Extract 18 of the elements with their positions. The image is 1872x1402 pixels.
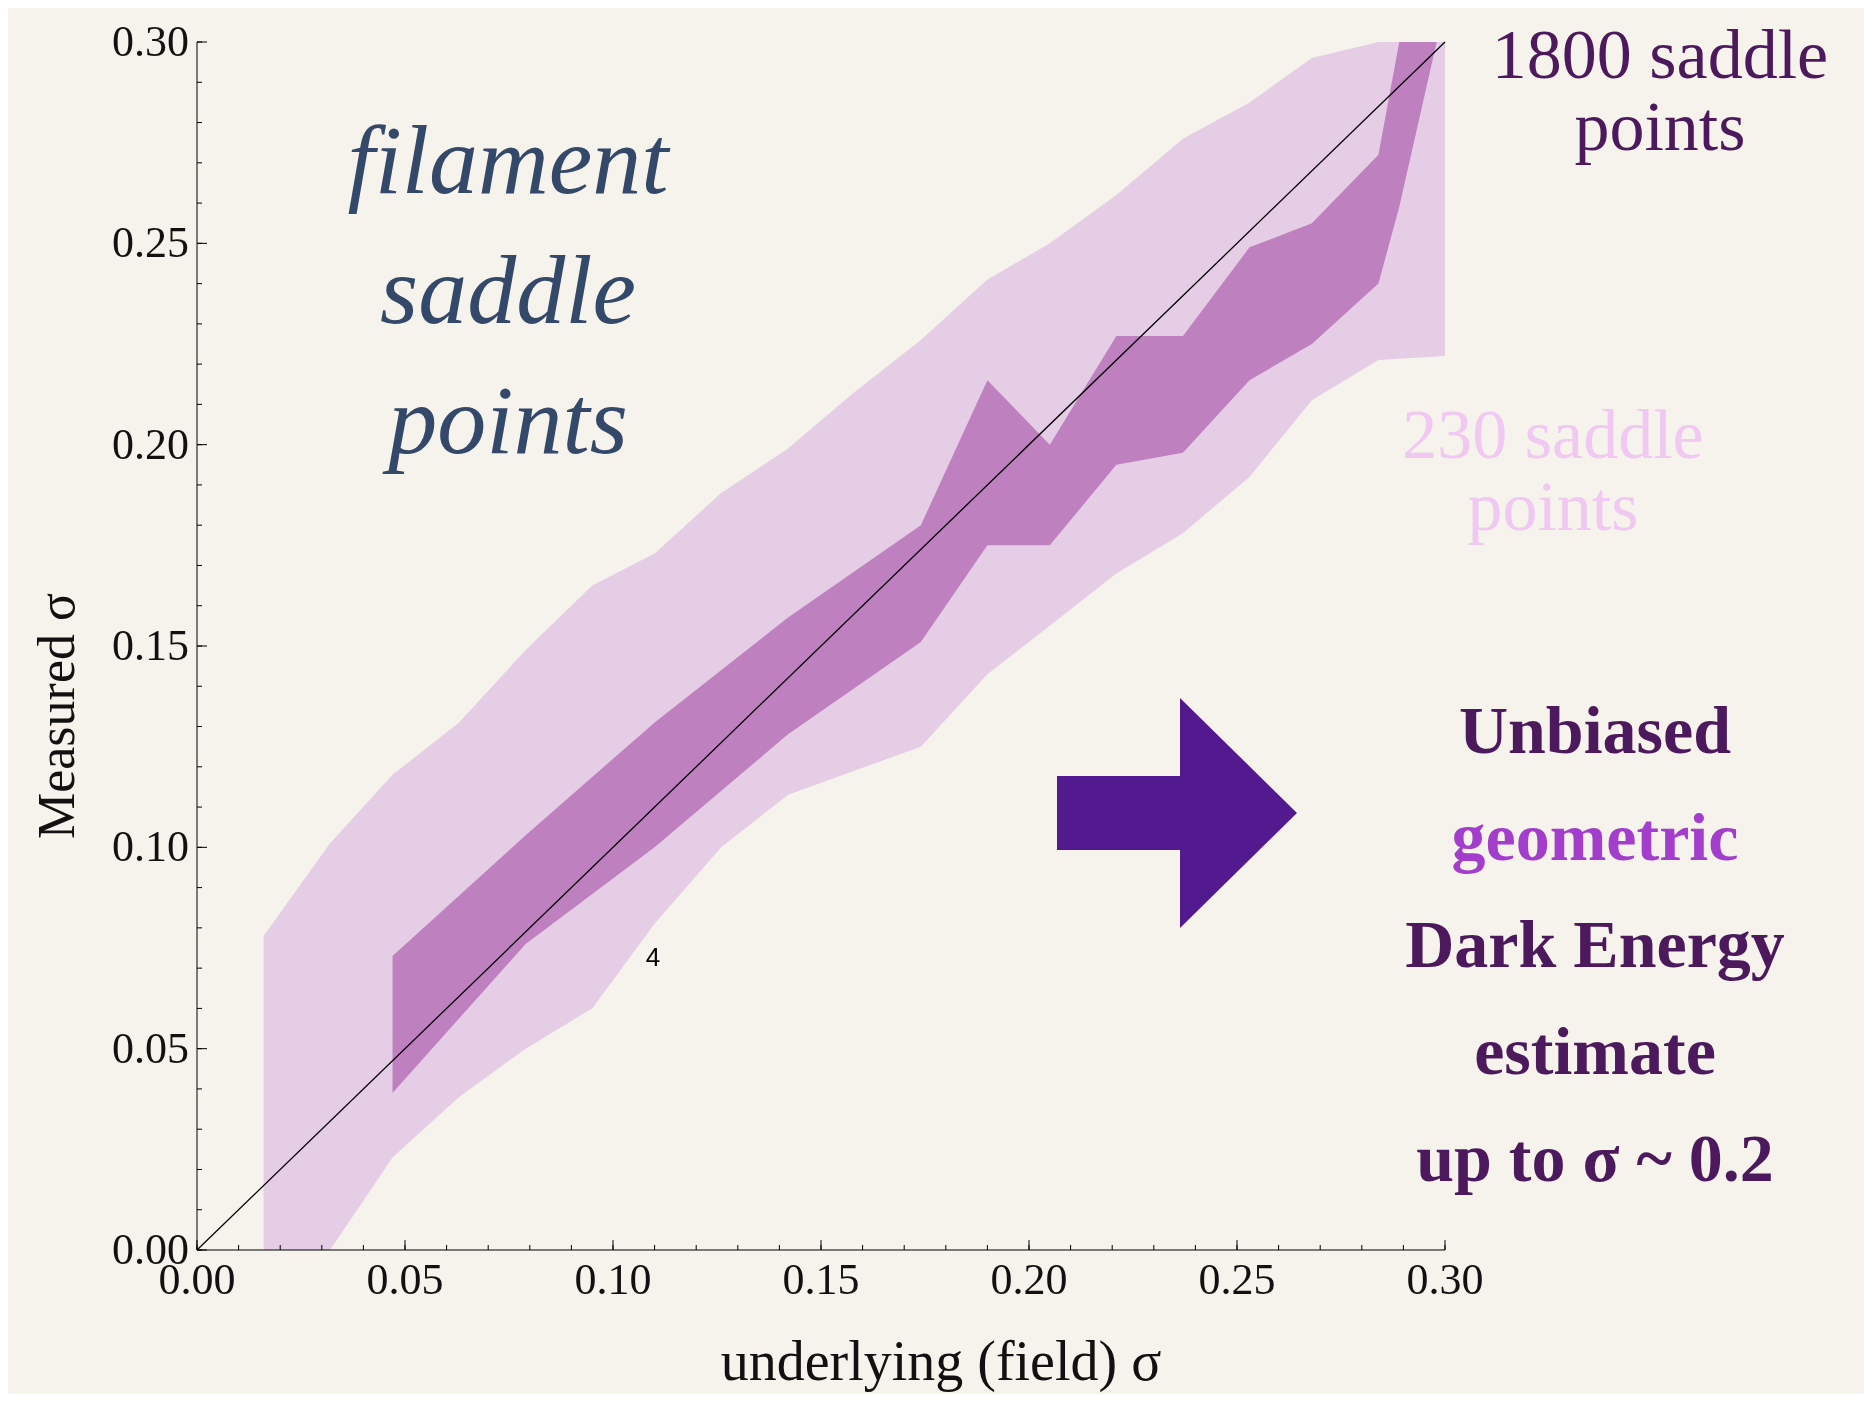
x-tick-label: 0.15	[782, 1255, 860, 1304]
annotation: Unbiased geometric Dark Energy estimate up to σ ~ 0.2	[1405, 692, 1785, 1196]
y-tick-label: 0.25	[112, 218, 189, 268]
y-tick-label: 0.30	[112, 17, 189, 66]
x-tick-label: 0.05	[366, 1255, 444, 1304]
x-axis-title: underlying (field) σ	[720, 1330, 1162, 1393]
x-tick-label: 0.10	[574, 1255, 652, 1304]
annotation: filament saddle points	[347, 106, 672, 474]
annotation: 4	[645, 942, 661, 972]
x-tick-label: 0.30	[1406, 1255, 1484, 1304]
y-tick-label: 0.20	[112, 419, 189, 469]
x-tick-label: 0.20	[990, 1255, 1068, 1304]
y-axis-title: Measured σ	[28, 592, 85, 840]
y-tick-label: 0.15	[112, 621, 189, 670]
y-tick-label: 0.10	[112, 822, 189, 872]
y-tick-label: 0.05	[112, 1023, 189, 1073]
text: 1800 saddle points	[1491, 16, 1829, 165]
x-tick-label: 0.25	[1198, 1255, 1276, 1304]
